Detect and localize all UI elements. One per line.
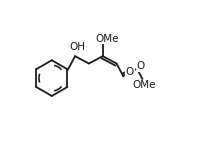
Text: OMe: OMe	[96, 34, 119, 44]
Text: OMe: OMe	[132, 80, 156, 90]
Text: O: O	[126, 67, 134, 77]
Text: O: O	[136, 61, 144, 71]
Text: OH: OH	[69, 42, 85, 52]
